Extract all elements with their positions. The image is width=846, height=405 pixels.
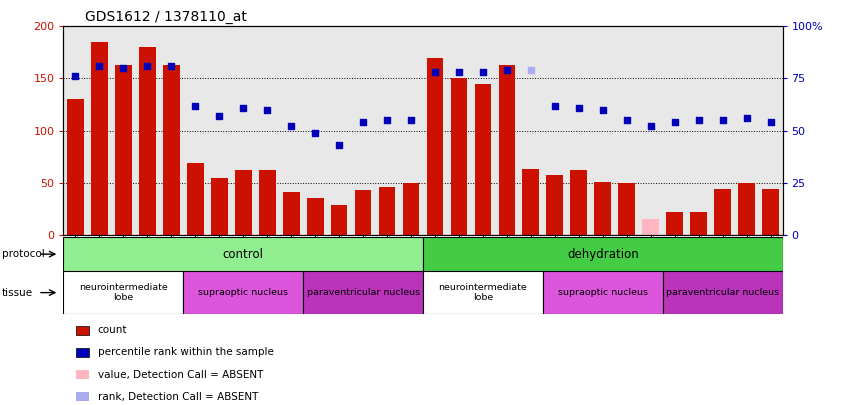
Point xyxy=(692,117,706,124)
Text: tissue: tissue xyxy=(2,288,33,298)
Text: GDS1612 / 1378110_at: GDS1612 / 1378110_at xyxy=(85,10,246,24)
Bar xyxy=(423,237,783,271)
Point xyxy=(117,65,130,71)
Point xyxy=(284,123,298,130)
Bar xyxy=(187,163,204,235)
Bar xyxy=(211,177,228,235)
Bar xyxy=(283,192,299,235)
Point xyxy=(332,142,346,149)
Point xyxy=(739,115,753,122)
Text: paraventricular nucleus: paraventricular nucleus xyxy=(666,288,779,297)
Point xyxy=(548,102,562,109)
Bar xyxy=(642,219,659,235)
Point xyxy=(428,69,442,75)
Point xyxy=(667,119,681,126)
Bar xyxy=(451,79,467,235)
Text: protocol: protocol xyxy=(2,249,45,259)
Point xyxy=(308,130,321,136)
Point xyxy=(189,102,202,109)
Point xyxy=(644,123,657,130)
Text: neurointermediate
lobe: neurointermediate lobe xyxy=(79,283,168,302)
Bar xyxy=(662,271,783,314)
Bar xyxy=(184,271,303,314)
Bar xyxy=(307,198,323,235)
Bar xyxy=(570,170,587,235)
Bar xyxy=(379,187,395,235)
Point xyxy=(476,69,490,75)
Text: rank, Detection Call = ABSENT: rank, Detection Call = ABSENT xyxy=(97,392,258,402)
Bar xyxy=(667,212,683,235)
Point xyxy=(764,119,777,126)
Point xyxy=(404,117,418,124)
Text: supraoptic nucleus: supraoptic nucleus xyxy=(558,288,648,297)
Point xyxy=(164,63,178,69)
Bar xyxy=(523,169,539,235)
Bar xyxy=(303,271,423,314)
Text: paraventricular nucleus: paraventricular nucleus xyxy=(306,288,420,297)
Point xyxy=(380,117,393,124)
Bar xyxy=(259,170,276,235)
Bar xyxy=(426,58,443,235)
Bar xyxy=(690,212,707,235)
Text: control: control xyxy=(222,247,264,261)
Bar xyxy=(618,183,635,235)
Bar xyxy=(714,189,731,235)
Point xyxy=(92,63,106,69)
Point xyxy=(716,117,729,124)
Bar xyxy=(139,47,156,235)
Bar xyxy=(475,84,492,235)
Bar xyxy=(543,271,662,314)
Point xyxy=(236,104,250,111)
Bar xyxy=(63,237,423,271)
Text: dehydration: dehydration xyxy=(567,247,639,261)
Bar xyxy=(91,42,107,235)
Point xyxy=(212,113,226,119)
Bar xyxy=(63,271,184,314)
Bar xyxy=(331,205,348,235)
Point xyxy=(620,117,634,124)
Bar xyxy=(115,65,132,235)
Point xyxy=(500,67,514,73)
Bar xyxy=(67,99,84,235)
Point xyxy=(140,63,154,69)
Text: supraoptic nucleus: supraoptic nucleus xyxy=(198,288,288,297)
Bar xyxy=(354,190,371,235)
Text: neurointermediate
lobe: neurointermediate lobe xyxy=(438,283,527,302)
Point xyxy=(596,107,609,113)
Point xyxy=(572,104,585,111)
Bar xyxy=(547,175,563,235)
Point xyxy=(69,73,82,80)
Bar xyxy=(403,183,420,235)
Bar xyxy=(163,65,179,235)
Point xyxy=(356,119,370,126)
Point xyxy=(524,67,537,73)
Point xyxy=(261,107,274,113)
Bar xyxy=(595,182,611,235)
Text: count: count xyxy=(97,325,127,335)
Text: value, Detection Call = ABSENT: value, Detection Call = ABSENT xyxy=(97,370,263,379)
Point xyxy=(452,69,465,75)
Bar xyxy=(498,65,515,235)
Bar xyxy=(762,189,779,235)
Bar xyxy=(739,183,755,235)
Bar xyxy=(423,271,543,314)
Text: percentile rank within the sample: percentile rank within the sample xyxy=(97,347,273,357)
Bar xyxy=(235,170,251,235)
